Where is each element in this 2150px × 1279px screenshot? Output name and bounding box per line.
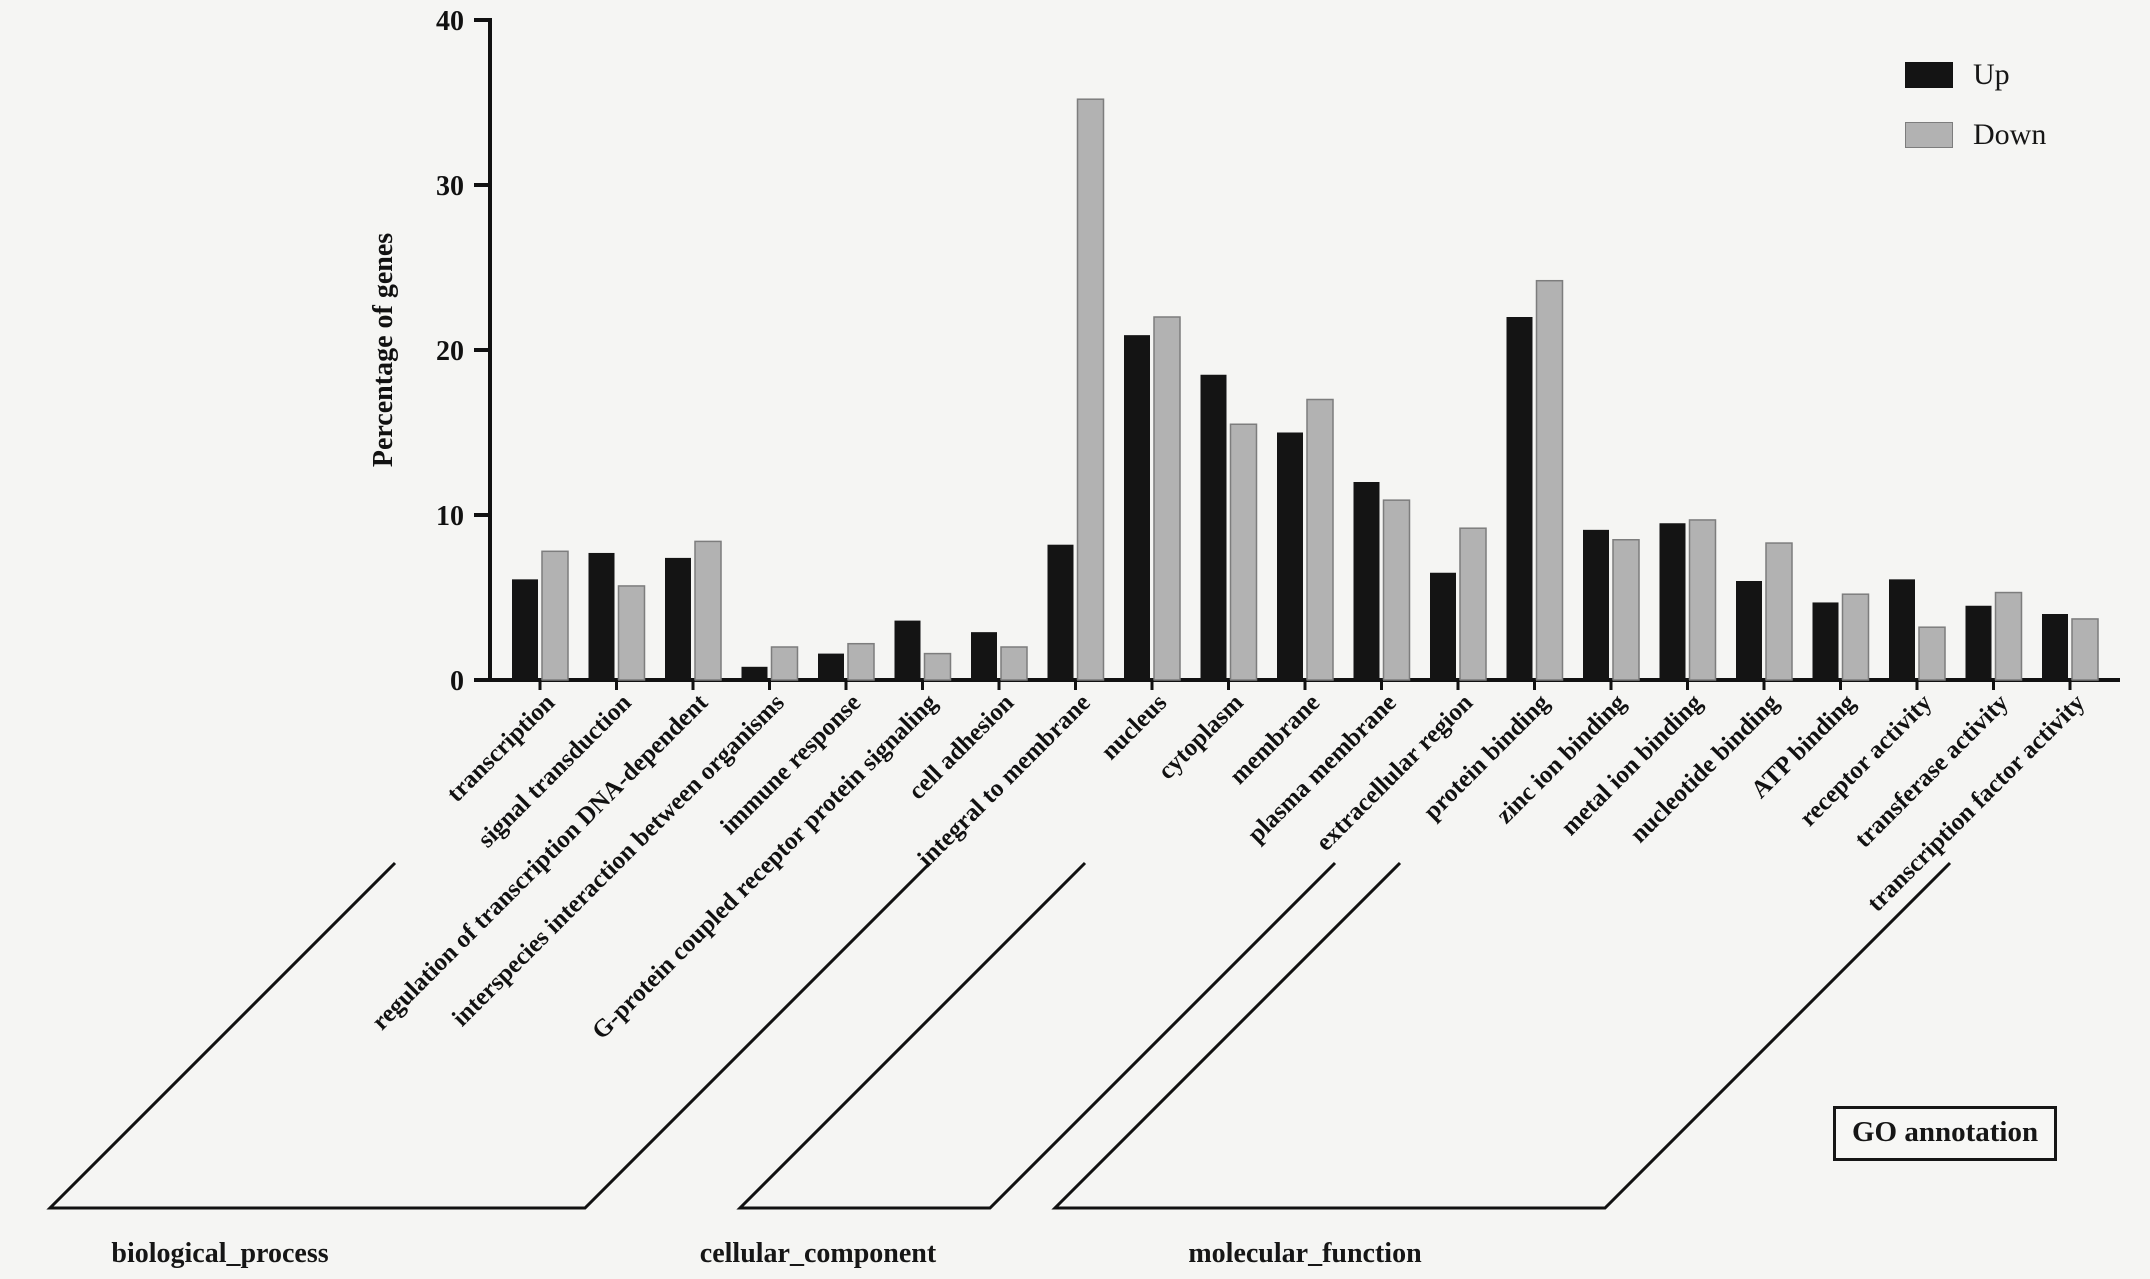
category-label: nucleotide binding xyxy=(1625,689,1784,848)
go-annotation-box: GO annotation xyxy=(1833,1106,2058,1161)
bar-up xyxy=(2042,614,2068,680)
bar-up xyxy=(894,620,921,680)
group-label-molecular-function: molecular_function xyxy=(1188,1238,1422,1269)
bar-up xyxy=(1277,432,1303,680)
bar-up xyxy=(741,666,768,680)
bar-up xyxy=(1965,605,1992,680)
category-label: nucleus xyxy=(1096,689,1172,765)
bar-up xyxy=(1353,482,1380,680)
bar-down xyxy=(1688,519,1717,681)
y-tick-label: 40 xyxy=(436,6,464,37)
bar-down xyxy=(847,642,875,681)
bar-up xyxy=(512,579,538,680)
bar-up xyxy=(1583,529,1609,680)
bar-up xyxy=(588,552,615,680)
bar-down xyxy=(923,652,952,681)
y-tick-label: 20 xyxy=(436,336,464,367)
legend: Up Down xyxy=(1905,58,2046,178)
bar-down xyxy=(1153,316,1181,681)
group-label-cellular-component: cellular_component xyxy=(699,1238,937,1269)
bar-down xyxy=(1918,626,1946,681)
bar-down xyxy=(1229,423,1258,681)
category-label: plasma membrane xyxy=(1243,689,1402,848)
bar-up xyxy=(1736,581,1762,680)
bar-down xyxy=(1076,98,1105,681)
group-bracket-molecular_function xyxy=(1051,861,1952,1210)
bar-up xyxy=(818,653,844,680)
bar-down xyxy=(1459,527,1487,681)
bar-up xyxy=(1659,523,1686,680)
bar-down xyxy=(1535,279,1564,681)
bar-down xyxy=(2071,618,2099,681)
bar-down xyxy=(1382,499,1411,681)
bar-down xyxy=(1841,593,1870,681)
legend-down-swatch xyxy=(1905,122,1953,148)
group-label-biological-process: biological_process xyxy=(111,1238,329,1269)
bar-up xyxy=(1812,602,1839,680)
y-tick-label: 10 xyxy=(436,501,464,532)
group-bracket-cellular_component xyxy=(736,861,1337,1210)
legend-down-label: Down xyxy=(1973,118,2047,151)
category-label: immune response xyxy=(715,689,866,840)
bar-down xyxy=(1306,398,1334,681)
bar-up xyxy=(1506,317,1533,680)
bar-up xyxy=(1124,335,1150,680)
bar-up xyxy=(971,632,997,680)
bar-up xyxy=(1889,579,1915,680)
legend-row-up: Up xyxy=(1905,58,2046,92)
bar-down xyxy=(1000,646,1028,681)
bar-up xyxy=(1047,544,1074,680)
bar-down xyxy=(1994,591,2023,681)
y-tick-label: 30 xyxy=(436,171,464,202)
bar-down xyxy=(770,646,799,681)
y-axis-title: Percentage of genes xyxy=(368,233,399,467)
bar-up xyxy=(665,557,691,680)
category-label: zinc ion binding xyxy=(1491,689,1631,829)
bar-down xyxy=(694,540,722,681)
bar-down xyxy=(541,550,569,681)
bar-down xyxy=(617,585,646,681)
group-bracket-biological_process xyxy=(46,861,932,1210)
bar-down xyxy=(1765,542,1793,681)
category-label: metal ion binding xyxy=(1556,689,1708,841)
legend-row-down: Down xyxy=(1905,118,2046,152)
bar-up xyxy=(1200,374,1227,680)
legend-up-swatch xyxy=(1905,62,1953,88)
bar-up xyxy=(1430,572,1456,680)
category-label: receptor activity xyxy=(1795,689,1938,832)
y-tick-label: 0 xyxy=(450,666,464,697)
bar-down xyxy=(1612,539,1640,681)
legend-up-label: Up xyxy=(1973,58,2010,91)
